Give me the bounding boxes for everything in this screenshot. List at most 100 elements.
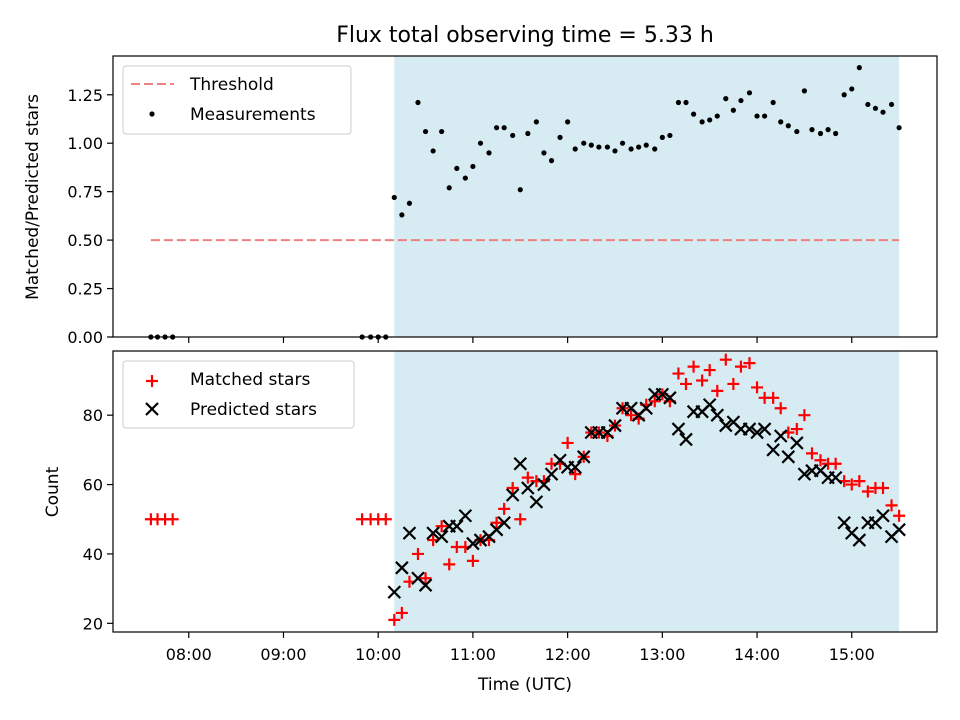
matched-star-point bbox=[514, 513, 527, 526]
measurement-point bbox=[841, 92, 847, 98]
measurement-point bbox=[596, 144, 602, 150]
matched-star-point bbox=[845, 478, 858, 491]
measurement-point bbox=[462, 175, 468, 181]
predicted-star-point bbox=[837, 515, 851, 530]
matched-star-point bbox=[672, 367, 685, 380]
measurement-point bbox=[501, 125, 507, 131]
legend-matched-swatch bbox=[146, 375, 158, 387]
measurement-point bbox=[486, 150, 492, 156]
matched-star-point bbox=[719, 353, 732, 366]
matched-star-point bbox=[166, 513, 179, 526]
predicted-star-point bbox=[576, 450, 591, 464]
top-y-tick-label: 1.25 bbox=[67, 86, 103, 105]
matched-star-point bbox=[703, 364, 716, 377]
measurement-point bbox=[422, 128, 429, 135]
predicted-star-point bbox=[458, 509, 473, 523]
predicted-star-point bbox=[608, 418, 622, 433]
predicted-star-point bbox=[497, 515, 511, 530]
matched-star-point bbox=[687, 360, 700, 373]
top-y-tick-label: 0.50 bbox=[67, 231, 103, 250]
measurement-point bbox=[533, 119, 539, 125]
measurement-point bbox=[470, 163, 476, 170]
x-axis-label: Time (UTC) bbox=[477, 675, 572, 695]
measurement-point bbox=[849, 86, 855, 92]
top-y-tick-label: 1.00 bbox=[67, 134, 103, 153]
predicted-star-point bbox=[568, 460, 582, 474]
measurement-point bbox=[628, 146, 634, 152]
measurement-point bbox=[778, 119, 784, 125]
predicted-star-point bbox=[766, 443, 780, 457]
matched-star-point bbox=[798, 409, 811, 422]
top-y-tick-label: 0.25 bbox=[67, 280, 103, 299]
predicted-star-point bbox=[402, 526, 417, 540]
top-panel: 0.00 0.25 0.50 0.75 1.00 1.25 Matched/Predict… bbox=[23, 55, 938, 347]
matched-star-point bbox=[861, 485, 874, 498]
measurement-point bbox=[794, 128, 800, 135]
measurement-point bbox=[746, 90, 753, 96]
matched-star-point bbox=[743, 357, 756, 370]
matched-star-point bbox=[805, 447, 818, 460]
matched-star-point bbox=[648, 395, 661, 408]
matched-star-point bbox=[734, 360, 747, 373]
x-tick-label: 10:00 bbox=[355, 645, 401, 664]
predicted-star-point bbox=[529, 495, 544, 509]
bottom-legend: Matched stars Predicted stars bbox=[122, 360, 355, 429]
predicted-star-point bbox=[876, 509, 890, 523]
legend-matched-label: Matched stars bbox=[190, 370, 310, 390]
measurement-point bbox=[643, 142, 649, 148]
matched-star-point bbox=[774, 402, 787, 415]
matched-star-point bbox=[419, 572, 432, 585]
bottom-shaded-span bbox=[394, 351, 900, 632]
matched-star-point bbox=[379, 513, 392, 526]
measurement-point bbox=[581, 140, 587, 146]
measurement-point bbox=[738, 97, 744, 104]
measurement-point bbox=[888, 101, 895, 108]
measurement-point bbox=[825, 127, 831, 133]
measurement-point bbox=[659, 134, 665, 140]
top-y-tick-label: 0.75 bbox=[67, 183, 103, 202]
x-tick-label: 09:00 bbox=[260, 645, 306, 664]
bottom-y-tick-label: 80 bbox=[83, 406, 103, 425]
x-tick-label: 15:00 bbox=[829, 645, 875, 664]
x-tick-label: 13:00 bbox=[639, 645, 685, 664]
x-tick-label: 08:00 bbox=[166, 645, 212, 664]
bottom-y-tick-label: 40 bbox=[83, 545, 103, 564]
x-tick-label: 12:00 bbox=[545, 645, 591, 664]
measurement-point bbox=[446, 185, 452, 191]
measurement-point bbox=[525, 130, 531, 137]
measurement-point bbox=[762, 113, 768, 119]
legend-measurements-swatch bbox=[149, 111, 155, 117]
measurement-point bbox=[723, 96, 729, 102]
measurement-point bbox=[548, 158, 555, 164]
measurement-point bbox=[865, 101, 871, 108]
legend-threshold-label: Threshold bbox=[189, 75, 274, 95]
measurement-point bbox=[872, 105, 879, 111]
measurement-point bbox=[565, 119, 571, 125]
bottom-y-tick-label: 20 bbox=[83, 614, 103, 633]
matched-star-point bbox=[893, 509, 906, 522]
measurement-point bbox=[754, 113, 760, 119]
predicted-star-point bbox=[757, 422, 772, 436]
predicted-star-point bbox=[466, 536, 480, 551]
measurement-point bbox=[690, 111, 697, 117]
measurement-point bbox=[809, 127, 815, 133]
predicted-star-point bbox=[450, 519, 464, 533]
bottom-panel: 20 40 60 80 08:00 09:00 10:00 11:00 12:00 13:00 1… bbox=[43, 350, 938, 695]
measurement-point bbox=[730, 107, 736, 113]
predicted-star-point bbox=[426, 526, 440, 540]
matched-star-point bbox=[443, 558, 456, 571]
predicted-star-point bbox=[663, 391, 677, 405]
matched-star-point bbox=[506, 482, 519, 495]
measurement-point bbox=[785, 123, 791, 129]
predicted-star-point bbox=[418, 578, 433, 592]
predicted-star-point bbox=[750, 425, 764, 440]
measurement-point bbox=[770, 99, 776, 106]
predicted-star-point bbox=[773, 429, 788, 443]
measurement-point bbox=[572, 146, 578, 152]
measurement-point bbox=[714, 113, 720, 119]
predicted-star-point bbox=[387, 585, 402, 599]
measurement-point bbox=[619, 140, 626, 146]
predicted-star-point bbox=[521, 481, 535, 495]
predicted-star-point bbox=[513, 456, 528, 471]
measurement-point bbox=[636, 144, 642, 150]
